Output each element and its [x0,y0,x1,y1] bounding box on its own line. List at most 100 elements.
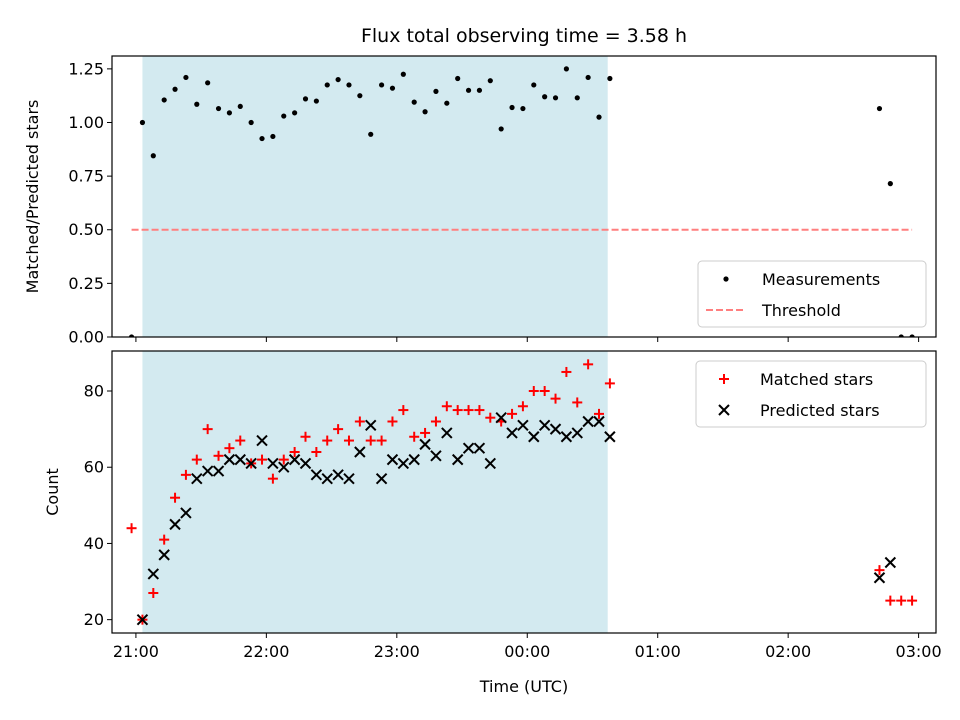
predicted-star-point [538,419,551,432]
matched-star-point [572,397,583,408]
matched-star-point [148,587,159,598]
x-tick-label: 02:00 [765,642,811,661]
matched-star-point [322,435,333,446]
matched-star-point [874,565,885,576]
measurement-point [346,82,352,88]
predicted-star-point [180,507,192,519]
matched-star-point [257,454,268,465]
predicted-star-point [267,457,279,470]
legend-label: Threshold [761,301,841,320]
matched-star-point [191,454,202,465]
matched-star-point [180,469,191,480]
y-tick-label: 40 [84,534,104,553]
matched-star-point [485,412,496,423]
matched-star-point [474,405,485,416]
measurement-point [128,334,135,337]
axes-frame [111,55,937,338]
y-axis-label: Count [43,468,62,516]
observing-interval-shade [142,351,608,633]
predicted-star-point [169,518,181,531]
matched-star-point [896,595,907,606]
measurement-point [281,113,287,119]
predicted-star-point [462,442,475,454]
matched-star-point [409,431,420,442]
measurement-point [335,76,341,83]
measurement-point [324,82,330,88]
matched-star-point [528,386,539,397]
measurement-point [898,334,904,337]
y-tick-label: 20 [84,610,104,629]
predicted-star-point [441,427,453,439]
matched-star-point [604,378,615,389]
legend: Measurements Threshold [697,260,927,328]
predicted-star-point [234,453,246,466]
matched-star-point [376,435,387,446]
predicted-star-point [397,457,410,470]
predicted-star-point [201,465,214,477]
matched-star-point [550,393,561,404]
matched-star-point [289,446,300,457]
measurement-point [909,334,915,337]
matched-star-point [594,408,605,419]
y-tick-label: 1.25 [68,59,104,78]
measurement-point [563,66,569,72]
x-tick-label: 00:00 [504,642,550,661]
measurement-point [368,131,374,137]
matched-star-point [463,405,474,416]
matched-star-point [885,595,896,606]
matched-star-point [507,408,518,419]
matched-star-point [452,405,463,416]
matched-star-point [430,416,441,427]
matched-star-point [159,534,170,545]
y-tick-label: 0.00 [68,328,104,347]
matched-star-point [235,435,246,446]
measurement-point [509,104,515,111]
predicted-star-point [158,549,170,561]
measurement-point [422,109,428,115]
measurement-point [302,96,309,102]
legend-label: Measurements [762,270,880,289]
predicted-star-point [408,453,420,466]
predicted-star-point [354,446,366,458]
matched-star-point [202,424,213,435]
predicted-star-point [245,457,257,470]
x-axis-label: Time (UTC) [479,677,568,696]
legend-marker-predicted [718,404,730,416]
measurement-point [411,99,417,105]
predicted-star-point [549,423,562,435]
predicted-star-point [495,411,507,424]
predicted-star-point [873,572,886,584]
matched-star-point [539,386,550,397]
predicted-star-point [571,427,583,439]
y-tick-label: 0.75 [68,167,104,186]
matched-star-point [365,435,376,446]
x-tick-label: 01:00 [635,642,681,661]
measurement-point [531,82,537,88]
measurement-point [887,181,893,187]
predicted-star-point [191,472,203,485]
measurement-point [389,85,396,91]
matched-star-point [583,359,594,370]
matched-star-point [907,595,918,606]
y-tick-label: 60 [84,458,104,477]
predicted-star-point [375,472,388,485]
x-tick-label: 22:00 [243,642,289,661]
measurement-point [237,103,243,110]
legend-label: Matched stars [760,370,873,389]
measurement-point [542,94,548,100]
measurement-point [487,78,493,84]
predicted-star-point [212,465,225,477]
chart-title: Flux total observing time = 3.58 h [361,25,687,47]
measurement-point [248,119,254,126]
measurement-point [596,114,602,120]
measurement-point [498,126,504,132]
measurement-point [378,82,385,88]
y-tick-label: 80 [84,382,104,401]
predicted-star-point [386,453,399,466]
legend: Matched stars Predicted stars [695,360,927,428]
predicted-star-point [332,469,344,481]
predicted-star-point [884,556,897,569]
plot-area [128,66,915,337]
predicted-star-point [288,453,301,466]
